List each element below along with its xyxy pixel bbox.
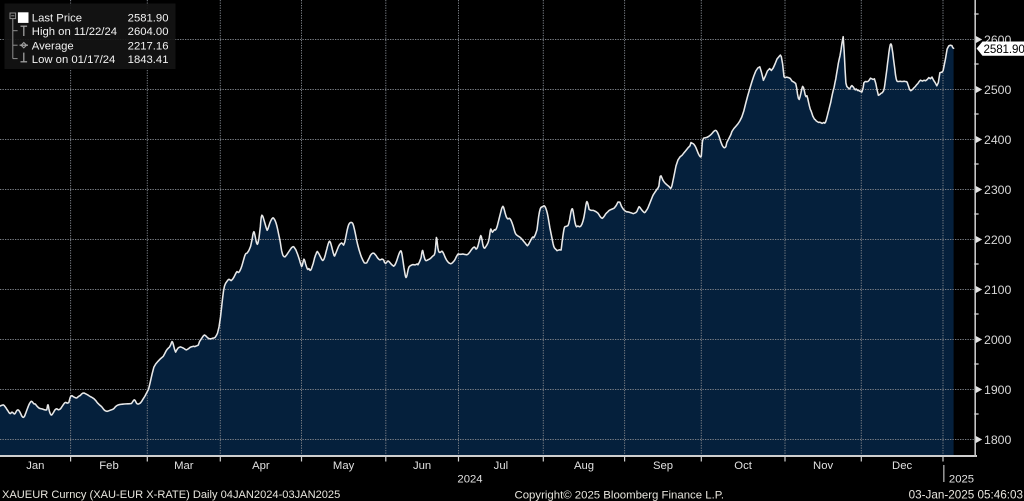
svg-text:1843.41: 1843.41: [128, 54, 169, 66]
svg-text:Feb: Feb: [99, 460, 118, 472]
svg-text:2025: 2025: [949, 474, 974, 486]
svg-text:2200: 2200: [984, 233, 1012, 247]
svg-text:2000: 2000: [984, 333, 1012, 347]
svg-text:Average: Average: [32, 40, 74, 52]
svg-text:2581.90: 2581.90: [128, 12, 169, 24]
svg-text:Nov: Nov: [813, 460, 833, 472]
svg-text:Last Price: Last Price: [32, 12, 82, 24]
svg-text:Mar: Mar: [174, 460, 194, 472]
svg-text:2300: 2300: [984, 183, 1012, 197]
svg-text:1900: 1900: [984, 383, 1012, 397]
svg-text:High on 11/22/24: High on 11/22/24: [32, 26, 117, 38]
svg-text:2024: 2024: [457, 474, 482, 486]
svg-text:Copyright© 2025 Bloomberg Fina: Copyright© 2025 Bloomberg Finance L.P.: [515, 490, 725, 501]
svg-text:2400: 2400: [984, 133, 1012, 147]
svg-text:Sep: Sep: [653, 460, 673, 472]
svg-text:Jul: Jul: [494, 460, 508, 472]
svg-text:Dec: Dec: [892, 460, 912, 472]
svg-text:Low on 01/17/24: Low on 01/17/24: [32, 54, 116, 66]
svg-text:2604.00: 2604.00: [128, 26, 169, 38]
svg-text:Jun: Jun: [413, 460, 431, 472]
svg-text:2581.90: 2581.90: [984, 43, 1024, 56]
svg-text:Oct: Oct: [734, 460, 752, 472]
svg-text:03-Jan-2025 05:46:03: 03-Jan-2025 05:46:03: [909, 489, 1023, 501]
svg-text:Apr: Apr: [252, 460, 270, 472]
svg-text:Aug: Aug: [574, 460, 594, 472]
svg-text:Jan: Jan: [26, 460, 44, 472]
svg-text:May: May: [333, 460, 355, 472]
svg-text:2100: 2100: [984, 283, 1012, 297]
svg-text:2217.16: 2217.16: [128, 40, 169, 52]
svg-text:XAUEUR Curncy (XAU-EUR X-RATE): XAUEUR Curncy (XAU-EUR X-RATE) Daily 04J…: [2, 489, 340, 501]
svg-text:2500: 2500: [984, 83, 1012, 97]
svg-text:1800: 1800: [984, 433, 1012, 447]
